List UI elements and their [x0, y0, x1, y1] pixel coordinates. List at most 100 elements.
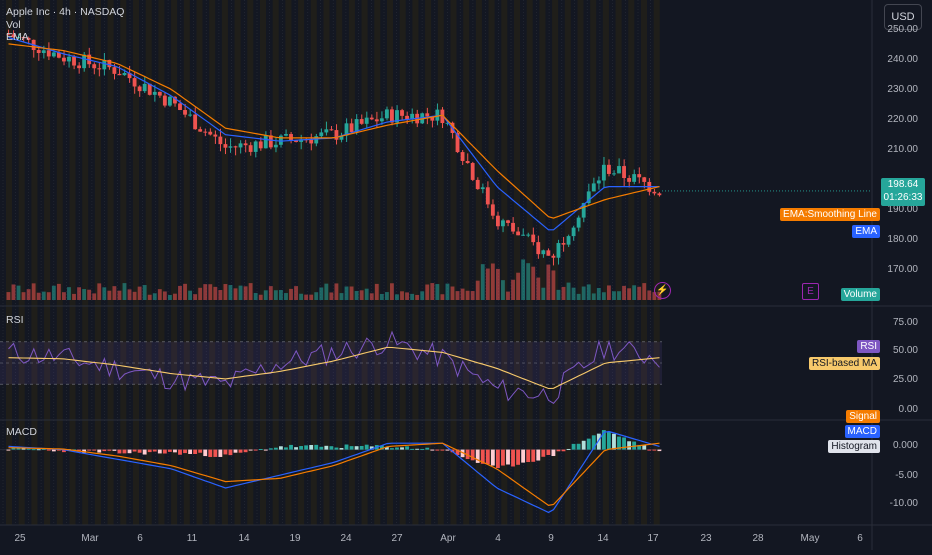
rsi-legend[interactable]: RSI	[6, 314, 24, 326]
volume-bar	[46, 292, 51, 300]
macd-histogram-bar	[213, 449, 218, 457]
macd-histogram-bar	[632, 441, 637, 450]
macd-histogram-bar	[556, 449, 561, 452]
volume-bar	[596, 288, 601, 300]
last-price: 198.64	[887, 179, 919, 190]
macd-histogram-bar	[390, 448, 394, 450]
macd-histogram-bar	[334, 447, 339, 450]
candle-body	[51, 52, 56, 57]
macd-histogram-bar	[425, 447, 430, 450]
macd-histogram-bar	[188, 449, 193, 454]
volume-bar	[501, 280, 505, 300]
candle-body	[480, 187, 485, 190]
macd-legend[interactable]: MACD	[6, 426, 37, 438]
currency-button[interactable]: USD	[884, 4, 922, 30]
candle-body	[198, 129, 203, 132]
volume-bar	[26, 289, 31, 300]
macd-histogram-bar	[445, 449, 450, 451]
time-axis-label: Apr	[440, 533, 456, 544]
session-band	[463, 0, 470, 525]
candle-body	[268, 135, 273, 148]
histogram-tag: Histogram	[828, 440, 880, 453]
candle-body	[319, 132, 324, 137]
volume-bar	[36, 292, 41, 300]
volume-bar	[410, 293, 415, 300]
macd-histogram-bar	[657, 449, 662, 452]
macd-histogram-bar	[243, 449, 248, 453]
macd-histogram-bar	[465, 449, 470, 460]
session-band	[615, 0, 622, 525]
volume-bar	[612, 291, 616, 300]
volume-bar	[92, 293, 97, 300]
candle-body	[162, 95, 167, 106]
candle-body	[248, 145, 253, 152]
session-band	[310, 0, 317, 525]
session-band	[564, 0, 571, 525]
volume-bar	[405, 292, 409, 300]
candle-body	[82, 54, 87, 69]
volume-bar	[72, 293, 76, 300]
session-band	[247, 0, 254, 525]
volume-bar	[581, 286, 586, 300]
volume-bar	[334, 283, 339, 300]
session-band	[120, 0, 127, 525]
volume-bar	[238, 285, 243, 300]
session-band	[31, 0, 38, 525]
volume-bar	[369, 293, 374, 300]
macd-histogram-bar	[122, 449, 127, 454]
candle-body	[253, 141, 258, 152]
session-band	[577, 0, 584, 525]
macd-histogram-bar	[314, 444, 319, 450]
macd-histogram-bar	[198, 449, 203, 453]
volume-bar	[284, 293, 288, 300]
macd-histogram-bar	[435, 449, 440, 451]
volume-bar	[223, 284, 228, 300]
macd-histogram-bar	[591, 435, 596, 450]
volume-bar	[87, 289, 92, 300]
earnings-e-icon[interactable]: E	[802, 283, 819, 300]
time-axis-label: 6	[137, 533, 143, 544]
volume-bar	[193, 294, 198, 300]
macd-histogram-bar	[369, 446, 374, 450]
candle-body	[556, 243, 561, 258]
session-band	[183, 0, 190, 525]
macd-histogram-bar	[455, 449, 460, 456]
time-axis-label: Mar	[81, 533, 99, 544]
candle-body	[410, 113, 415, 120]
candle-body	[561, 243, 566, 245]
candle-body	[67, 56, 71, 62]
session-band	[69, 0, 76, 525]
candle-body	[425, 113, 430, 117]
macd-histogram-bar	[92, 449, 97, 451]
volume-bar	[56, 283, 61, 300]
time-axis-label: 14	[238, 533, 250, 544]
candle-body	[142, 83, 147, 92]
candle-body	[314, 136, 319, 144]
candle-body	[455, 132, 460, 153]
macd-histogram-bar	[218, 449, 223, 457]
ema-legend[interactable]: EMA	[6, 31, 29, 43]
candle-body	[183, 110, 187, 115]
macd-histogram-bar	[495, 449, 500, 469]
candle-body	[576, 217, 581, 228]
volume-bar	[359, 290, 364, 300]
candle-body	[657, 193, 662, 196]
volume-bar	[495, 268, 500, 300]
session-band	[501, 0, 508, 525]
symbol-legend[interactable]: Apple Inc · 4h · NASDAQ	[6, 6, 124, 18]
candle-body	[132, 78, 137, 87]
candle-body	[233, 146, 238, 148]
volume-bar	[208, 284, 213, 300]
candle-body	[536, 242, 541, 255]
vol-legend[interactable]: Vol	[6, 19, 21, 31]
macd-histogram-bar	[606, 431, 611, 450]
volume-bar	[536, 277, 541, 300]
macd-histogram-bar	[253, 449, 258, 451]
macd-histogram-bar	[344, 444, 349, 450]
lightning-icon[interactable]: ⚡	[654, 282, 671, 299]
candle-body	[521, 234, 526, 236]
volume-bar	[490, 263, 495, 300]
volume-bar	[304, 294, 309, 300]
